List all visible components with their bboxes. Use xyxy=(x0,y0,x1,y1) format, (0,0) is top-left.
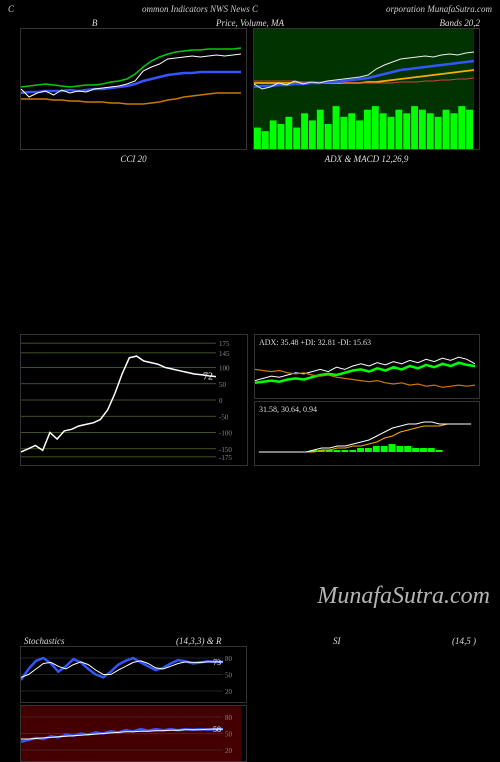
title-stoch-params: (14,3,3) & R xyxy=(176,636,222,646)
svg-text:20: 20 xyxy=(225,747,233,755)
rsi-panel: 80 50 20 58 xyxy=(20,705,247,762)
svg-text:50: 50 xyxy=(225,731,233,739)
svg-text:ADX: 35.48 +DI: 32.81 -DI: 1: ADX: 35.48 +DI: 32.81 -DI: 15.63 xyxy=(259,338,371,347)
svg-text:80: 80 xyxy=(225,714,233,722)
header-center: ommon Indicators NWS News C xyxy=(142,4,258,14)
title-rsi: SI xyxy=(333,636,341,646)
svg-text:100: 100 xyxy=(219,365,230,373)
macd-panel: 31.58, 30.64, 0.94 xyxy=(254,401,480,466)
svg-text:73: 73 xyxy=(213,658,221,667)
title-stoch: Stochastics xyxy=(24,636,65,646)
stochastics-panel: 80 50 20 73 xyxy=(20,646,247,703)
bollinger-panel xyxy=(20,28,247,150)
svg-text:50: 50 xyxy=(225,672,233,680)
svg-text:72: 72 xyxy=(203,372,213,383)
svg-text:145: 145 xyxy=(219,350,230,358)
title-bands: Bands 20,2 xyxy=(331,18,480,28)
title-adx: ADX & MACD 12,26,9 xyxy=(253,154,480,164)
svg-text:-50: -50 xyxy=(219,413,229,421)
price-volume-panel xyxy=(253,28,480,150)
watermark: MunafaSutra.com xyxy=(317,583,490,610)
svg-text:31.58, 30.64, 0.94: 31.58, 30.64, 0.94 xyxy=(259,405,317,414)
svg-text:-150: -150 xyxy=(219,446,232,454)
title-bb: B xyxy=(20,18,169,28)
cci-panel: 175 145 100 50 0 -50 -100 -150-175 72 xyxy=(20,334,248,466)
svg-text:-100: -100 xyxy=(219,430,232,438)
svg-text:50: 50 xyxy=(219,381,227,389)
title-cci: CCI 20 xyxy=(20,154,247,164)
header-left: C xyxy=(8,4,14,14)
svg-text:175: 175 xyxy=(219,340,230,348)
header-right: orporation MunafaSutra.com xyxy=(386,4,492,14)
svg-text:20: 20 xyxy=(225,688,233,696)
svg-text:80: 80 xyxy=(225,655,233,663)
title-rsi-params: (14,5 ) xyxy=(452,636,476,646)
title-price: Price, Volume, MA xyxy=(175,18,324,28)
svg-text:-175: -175 xyxy=(219,454,232,462)
svg-text:0: 0 xyxy=(219,397,223,405)
adx-panel: ADX: 35.48 +DI: 32.81 -DI: 15.63 xyxy=(254,334,480,399)
svg-text:58: 58 xyxy=(213,725,221,734)
